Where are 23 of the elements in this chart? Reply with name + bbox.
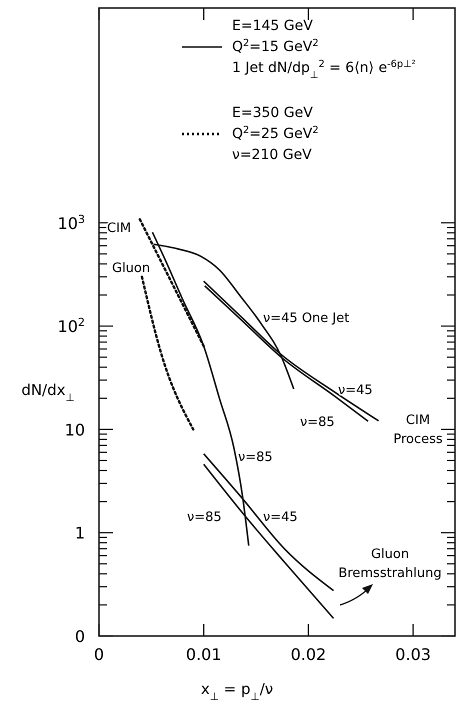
text: E=145 GeV Q$^{2}$=15 GeV$^{2}$ 1 Jet dN/dp$_{⊥}$$^{2}$ = 6⟨n⟩ e$^{-6p⊥²}$ <box>232 18 416 80</box>
annotation: CIM <box>107 221 132 236</box>
annotation: ν=45 One Jet <box>263 311 350 326</box>
y-tick-label: 10$^{2}$ <box>58 316 85 336</box>
annotation: ν=45 <box>263 510 298 525</box>
legend-label: E=350 GeV Q$^{2}$=25 GeV$^{2}$ ν=210 GeV <box>232 105 319 163</box>
x-tick-label: 0.03 <box>395 645 431 664</box>
y-tick-label: 10 <box>64 420 85 440</box>
annotation: ν=85 <box>238 450 273 465</box>
x-axis-title: x$_{⊥}$ = p$_{⊥}$/ν <box>200 680 274 703</box>
x-tick-label: 0.01 <box>186 645 222 664</box>
annotation: Gluon Bremsstrahlung <box>338 547 442 581</box>
y-tick-label: 1 <box>74 524 85 543</box>
x-tick-label: 0 <box>94 645 104 664</box>
annotation: CIM Process <box>393 413 443 447</box>
y-axis-title: dN/dx$_{⊥}$ <box>21 381 75 404</box>
annotation: Gluon <box>112 261 150 276</box>
annotation: ν=45 <box>338 383 373 398</box>
y-tick-label: 0 <box>74 627 85 646</box>
annotation: ν=85 <box>187 510 222 525</box>
y-tick-label: 10$^{3}$ <box>58 212 85 233</box>
annotation: ν=85 <box>300 415 335 430</box>
x-tick-label: 0.02 <box>290 645 326 664</box>
